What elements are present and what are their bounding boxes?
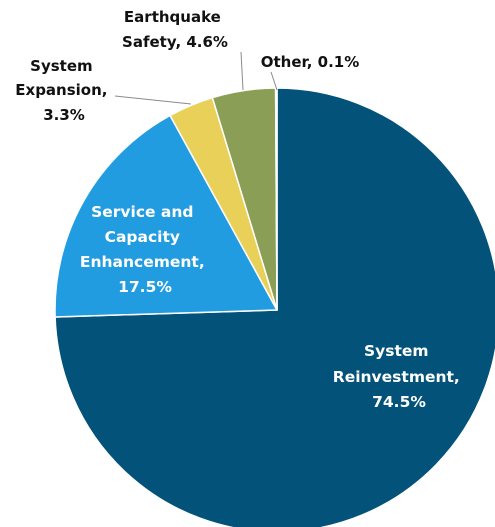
pie-slices: [54, 87, 495, 527]
slice-system-reinvestment: [54, 87, 495, 527]
slice-service-and-capacity-enhancement: [54, 114, 278, 318]
leader-line-earthquake-safety: [240, 51, 244, 91]
leader-line-other: [270, 71, 278, 91]
label-other: Other, 0.1%: [261, 53, 360, 71]
label-system-expansion: System Expansion, 3.3%: [15, 57, 112, 124]
leader-lines: [114, 51, 278, 105]
label-system-reinvestment: System Reinvestment, 74.5%: [333, 342, 465, 411]
leader-line-system-expansion: [114, 95, 192, 105]
label-earthquake-safety: Earthquake Safety, 4.6%: [122, 8, 228, 51]
label-service-capacity-enhancement: Service and Capacity Enhancement, 17.5%: [80, 203, 210, 296]
